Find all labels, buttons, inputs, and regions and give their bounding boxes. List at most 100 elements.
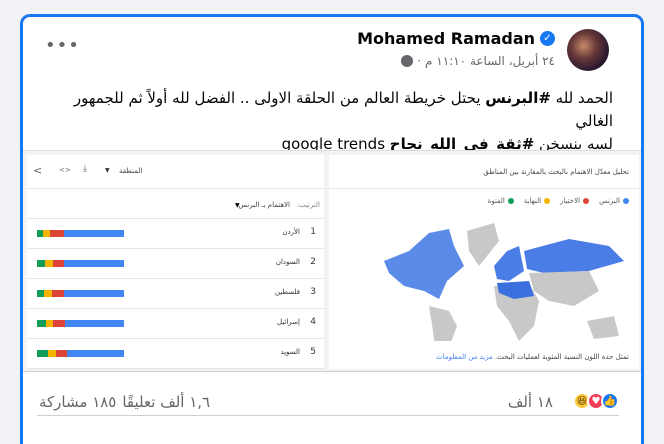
- map-note: تمثل حدة اللون النسبة المئوية لعمليات ال…: [436, 353, 629, 361]
- comparison-bar: [37, 320, 124, 327]
- map-panel: تحليل معدّل الاهتمام بالبحث بالمقارنة بي…: [329, 155, 639, 369]
- avatar[interactable]: [567, 29, 609, 71]
- map-russia: [524, 239, 624, 273]
- map-europe: [494, 246, 524, 281]
- hashtag-link[interactable]: #البرنس: [485, 89, 551, 107]
- text: google trends: [281, 135, 386, 153]
- legend-item: النهاية: [523, 197, 551, 205]
- map-north-africa: [497, 281, 534, 299]
- map-south-america: [429, 306, 457, 341]
- region-rank: 5: [310, 347, 316, 357]
- post-meta: ٢٤ أبريل، الساعة ١١:١٠ م ·: [401, 54, 555, 68]
- legend-dot-icon: [544, 198, 551, 204]
- bar-segment: [46, 320, 54, 327]
- region-rank: 3: [310, 287, 316, 297]
- dropdown-arrow-icon: ▼: [105, 167, 110, 174]
- hashtag-link[interactable]: #ثقة_في_الله_نجاح: [389, 135, 535, 153]
- verified-badge-icon: ✓: [540, 31, 555, 46]
- legend-item: الاختيار: [560, 197, 590, 205]
- text: لسه بنسخن: [534, 135, 613, 153]
- legend-label: الفتوة: [487, 197, 505, 205]
- legend-label: الاختيار: [560, 197, 581, 205]
- bar-segment: [45, 260, 53, 267]
- region-row[interactable]: الأردن 1: [27, 219, 324, 249]
- more-options-icon[interactable]: •••: [45, 35, 80, 56]
- bar-segment: [42, 230, 50, 237]
- region-dropdown: المنطقة: [119, 167, 143, 175]
- region-name: السويد: [280, 348, 300, 356]
- bar-segment: [63, 230, 124, 237]
- dropdown-arrow-icon: ▼: [235, 202, 240, 209]
- region-rank: 1: [310, 227, 316, 237]
- bar-segment: [52, 260, 65, 267]
- author-name[interactable]: Mohamed Ramadan ✓: [357, 29, 555, 48]
- legend-label: النهاية: [523, 197, 542, 205]
- bar-segment: [37, 320, 47, 327]
- post-footer: 😆 ♥ 👍 ١٨ ألف ١,٦ ألف تعليقًا ١٨٥ مشاركة: [23, 387, 641, 417]
- love-reaction-icon: ♥: [587, 392, 605, 410]
- author-link[interactable]: Mohamed Ramadan: [357, 29, 535, 48]
- bar-segment: [55, 350, 67, 357]
- bar-segment: [53, 320, 65, 327]
- region-name: إسرائيل: [277, 318, 300, 326]
- bar-segment: [47, 350, 56, 357]
- map-australia: [587, 316, 619, 339]
- region-row[interactable]: فلسطين 3: [27, 279, 324, 309]
- legend-label: البرنس: [599, 197, 620, 205]
- text: يحتل خريطة العالم من الحلقة الاولى .. ال…: [73, 89, 613, 130]
- region-name: فلسطين: [274, 288, 300, 296]
- comparison-bar: [37, 260, 124, 267]
- bar-segment: [66, 350, 124, 357]
- bar-segment: [64, 260, 124, 267]
- world-map: [384, 223, 624, 341]
- region-row[interactable]: إسرائيل 4: [27, 309, 324, 339]
- bar-segment: [44, 290, 52, 297]
- bar-segment: [37, 290, 45, 297]
- legend-item: الفتوة: [488, 197, 514, 205]
- bar-segment: [37, 230, 43, 237]
- region-name: السودان: [275, 258, 300, 266]
- sort-dropdown: الاهتمام بـ البرنس: [238, 201, 290, 209]
- note-text: تمثل حدة اللون النسبة المئوية لعمليات ال…: [495, 353, 629, 361]
- post-image[interactable]: < <> ⤓ ▼ المنطقة الترتيب: الاهتمام بـ ال…: [23, 150, 641, 372]
- bar-segment: [64, 320, 124, 327]
- separator: ·: [417, 54, 422, 68]
- timestamp[interactable]: ٢٤ أبريل، الساعة ١١:١٠ م: [425, 54, 555, 68]
- share-icon: <: [33, 164, 43, 177]
- bar-segment: [37, 260, 46, 267]
- embed-icon: <>: [59, 166, 71, 174]
- region-row[interactable]: السودان 2: [27, 249, 324, 279]
- reaction-count[interactable]: ١٨ ألف: [507, 393, 553, 411]
- share-count[interactable]: ١٨٥ مشاركة: [39, 393, 117, 411]
- map-africa: [494, 283, 539, 341]
- bar-segment: [51, 290, 64, 297]
- post-stats: ١,٦ ألف تعليقًا ١٨٥ مشاركة: [39, 393, 210, 411]
- download-icon: ⤓: [83, 164, 87, 174]
- like-reaction-icon: 👍: [601, 392, 619, 410]
- map-greenland: [467, 223, 499, 266]
- comment-count[interactable]: ١,٦ ألف تعليقًا: [122, 393, 211, 411]
- region-rank: 4: [310, 317, 316, 327]
- text: الحمد لله: [550, 89, 613, 107]
- regions-list-panel: < <> ⤓ ▼ المنطقة الترتيب: الاهتمام بـ ال…: [27, 155, 324, 369]
- bar-segment: [63, 290, 124, 297]
- map-title: تحليل معدّل الاهتمام بالبحث بالمقارنة بي…: [483, 168, 629, 176]
- comparison-bar: [37, 290, 124, 297]
- reactions[interactable]: 😆 ♥ 👍: [573, 392, 619, 410]
- region-name: الأردن: [282, 228, 300, 236]
- bar-segment: [49, 230, 64, 237]
- legend-dot-icon: [507, 198, 514, 204]
- post-card: Mohamed Ramadan ✓ ٢٤ أبريل، الساعة ١١:١٠ …: [20, 14, 644, 444]
- bar-segment: [37, 350, 48, 357]
- map-north-america: [384, 229, 464, 299]
- globe-icon: [401, 55, 414, 67]
- sort-label: الترتيب:: [296, 201, 320, 209]
- comparison-bar: [37, 350, 124, 357]
- comparison-bar: [37, 230, 124, 237]
- more-info-link[interactable]: مزيد من المعلومات: [436, 353, 493, 361]
- region-rank: 2: [310, 257, 316, 267]
- legend: البرنس الاختيار النهاية الفتوة: [488, 197, 629, 205]
- region-row[interactable]: السويد 5: [27, 339, 324, 369]
- legend-dot-icon: [623, 198, 629, 204]
- legend-item: البرنس: [599, 197, 629, 205]
